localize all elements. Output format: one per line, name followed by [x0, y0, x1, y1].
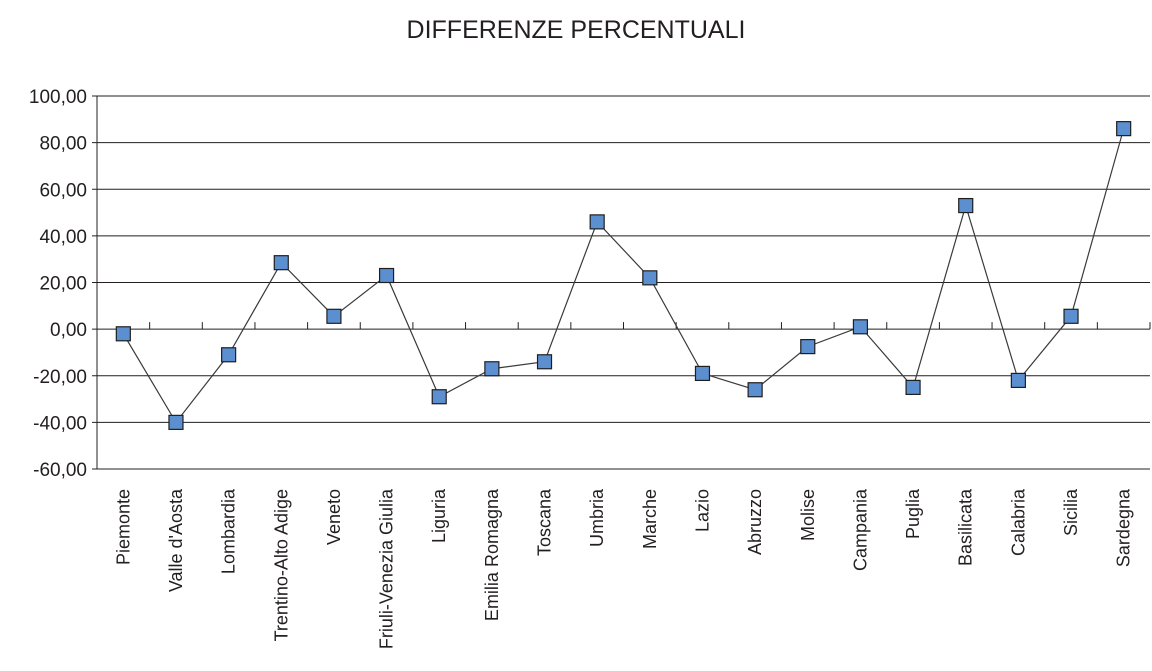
data-point [1116, 121, 1132, 137]
data-point [168, 414, 184, 430]
x-tick-label: Piemonte [113, 489, 133, 565]
data-point [958, 197, 974, 214]
x-tick-label: Lazio [692, 489, 712, 532]
x-tick-label: Liguria [429, 488, 449, 543]
y-tick-label: 80,00 [39, 134, 87, 155]
data-point [431, 389, 447, 405]
x-tick-label: Marche [640, 489, 660, 549]
data-point [642, 270, 658, 286]
x-tick-label: Friuli-Venezia Giulia [377, 488, 397, 649]
data-point [694, 365, 711, 382]
x-tick-label: Emilia Romagna [482, 488, 502, 621]
x-tick-label: Calabria [1008, 488, 1028, 556]
x-tick-label: Toscana [535, 488, 555, 556]
x-tick-label: Umbria [587, 488, 607, 547]
y-tick-label: -20,00 [33, 367, 87, 388]
axes [92, 95, 1151, 470]
data-point [273, 255, 289, 271]
data-point [1010, 372, 1026, 389]
x-tick-label: Puglia [903, 488, 923, 539]
y-tick-label: -40,00 [33, 413, 87, 434]
x-tick-label: Sicilia [1061, 488, 1081, 536]
series-line [122, 128, 1125, 424]
x-tick-label: Campania [850, 488, 870, 571]
y-tick-label: 40,00 [39, 227, 87, 248]
data-point [747, 382, 763, 398]
x-tick-label: Trentino-Alto Adige [271, 489, 291, 641]
data-point [536, 354, 553, 370]
data-point [800, 339, 816, 355]
y-tick-label: 60,00 [39, 180, 87, 201]
data-point [589, 214, 605, 230]
chart-title: DIFFERENZE PERCENTUALI [406, 16, 746, 44]
data-point [326, 308, 342, 324]
data-point [1063, 308, 1079, 324]
series-markers [115, 121, 1132, 430]
x-tick-label: Abruzzo [745, 489, 765, 555]
x-tick-label: Basilicata [956, 488, 976, 566]
series-line [122, 128, 1125, 424]
y-tick-label: -60,00 [33, 460, 87, 481]
x-tick-label: Lombardia [219, 488, 239, 574]
data-point [378, 267, 395, 284]
y-tick-label: 0,00 [50, 320, 87, 341]
x-tick-label: Valle d'Aosta [166, 488, 186, 592]
y-tick-label: 100,00 [29, 87, 87, 108]
data-point [221, 347, 237, 363]
data-point [115, 326, 131, 342]
x-axis-tick-labels: Piemonte Valle d'Aosta Lombardia Trentino-A… [113, 488, 1133, 649]
y-tick-label: 20,00 [39, 274, 87, 295]
data-point [905, 379, 921, 396]
x-tick-label: Sardegna [1114, 488, 1134, 567]
x-tick-label: Molise [798, 489, 818, 541]
y-axis-tick-labels: 100,00 80,00 60,00 40,00 20,00 0,00 -20,00 -40,… [29, 87, 87, 481]
gridlines [97, 95, 1150, 470]
data-point [484, 361, 500, 377]
data-point [852, 319, 869, 335]
x-tick-label: Veneto [324, 489, 344, 545]
